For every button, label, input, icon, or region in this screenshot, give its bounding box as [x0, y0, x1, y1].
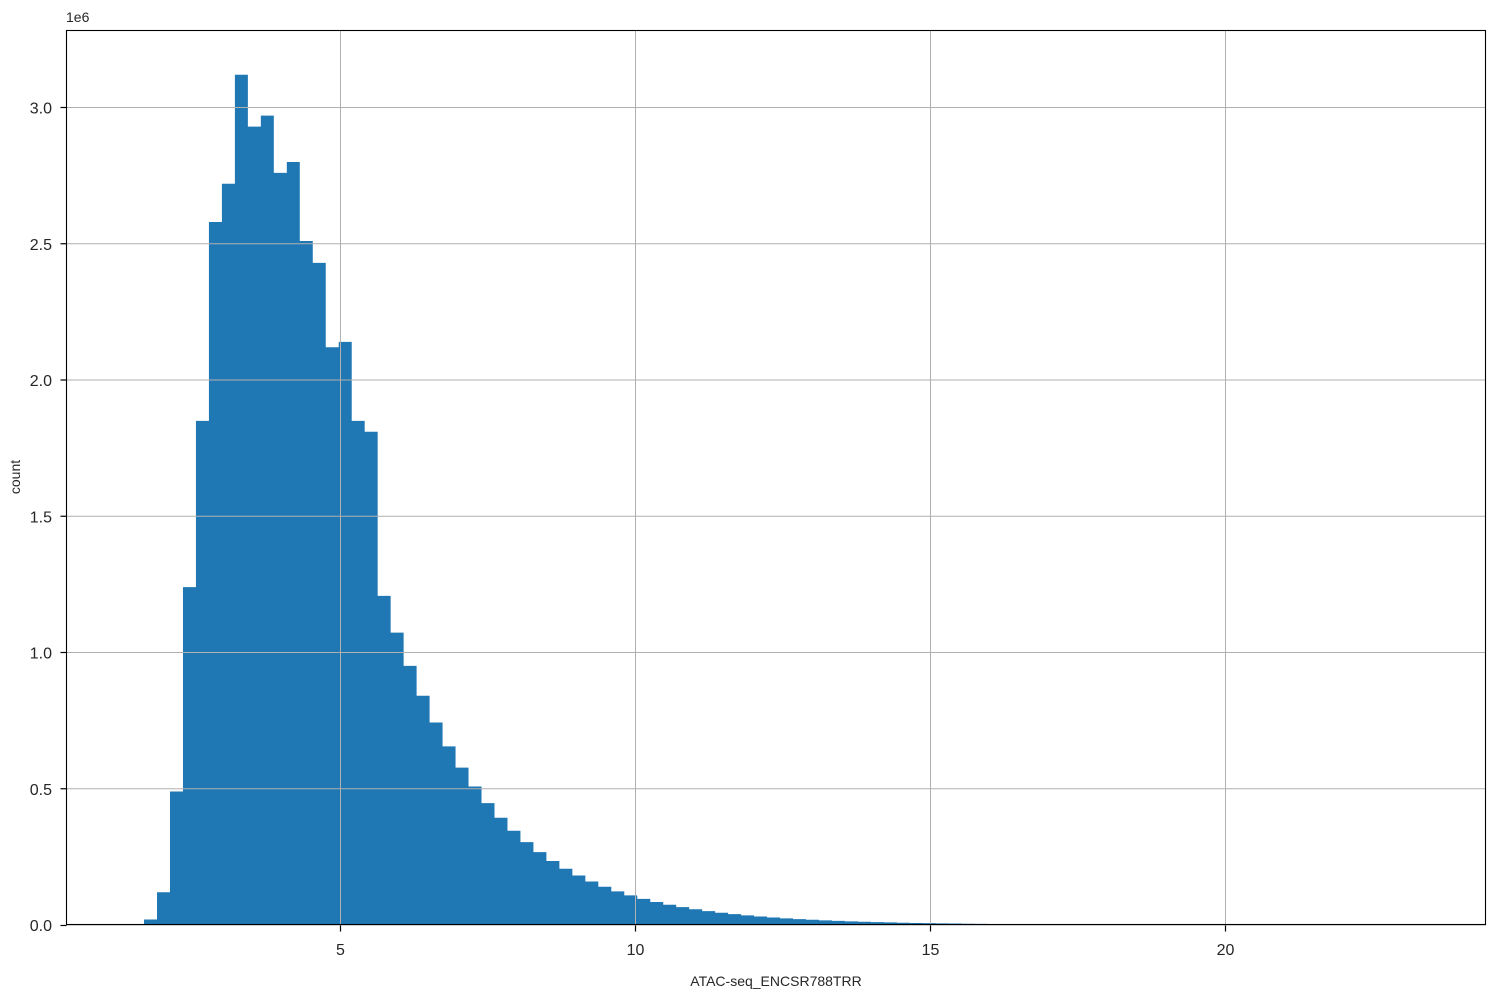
svg-text:10: 10	[627, 942, 645, 959]
svg-text:15: 15	[922, 942, 940, 959]
svg-text:1.0: 1.0	[30, 646, 52, 663]
svg-text:0.0: 0.0	[30, 918, 52, 935]
svg-text:1e6: 1e6	[66, 9, 90, 25]
svg-text:0.5: 0.5	[30, 782, 52, 799]
svg-text:ATAC-seq_ENCSR788TRR: ATAC-seq_ENCSR788TRR	[690, 973, 861, 989]
svg-text:3.0: 3.0	[30, 101, 52, 118]
svg-text:2.5: 2.5	[30, 237, 52, 254]
svg-text:count: count	[7, 460, 23, 494]
svg-text:5: 5	[336, 942, 345, 959]
svg-text:20: 20	[1217, 942, 1235, 959]
svg-text:2.0: 2.0	[30, 373, 52, 390]
svg-text:1.5: 1.5	[30, 509, 52, 526]
